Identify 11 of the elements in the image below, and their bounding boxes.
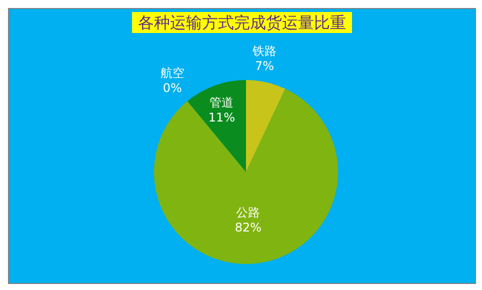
pie-slice [187, 80, 246, 172]
text: 0% [162, 81, 182, 96]
slice-label: 铁路 [251, 44, 276, 58]
data-label: 82% [234, 220, 262, 235]
slice-label: 公路 [236, 206, 260, 220]
data-label: 7% [254, 58, 274, 73]
pie-slice [246, 80, 286, 172]
chart-title: 各种运输方式完成货运量比重 [132, 12, 352, 33]
slice-label: 管道 [210, 95, 234, 110]
data-label: 11% [208, 110, 236, 124]
category-label: 航空 [160, 66, 184, 80]
